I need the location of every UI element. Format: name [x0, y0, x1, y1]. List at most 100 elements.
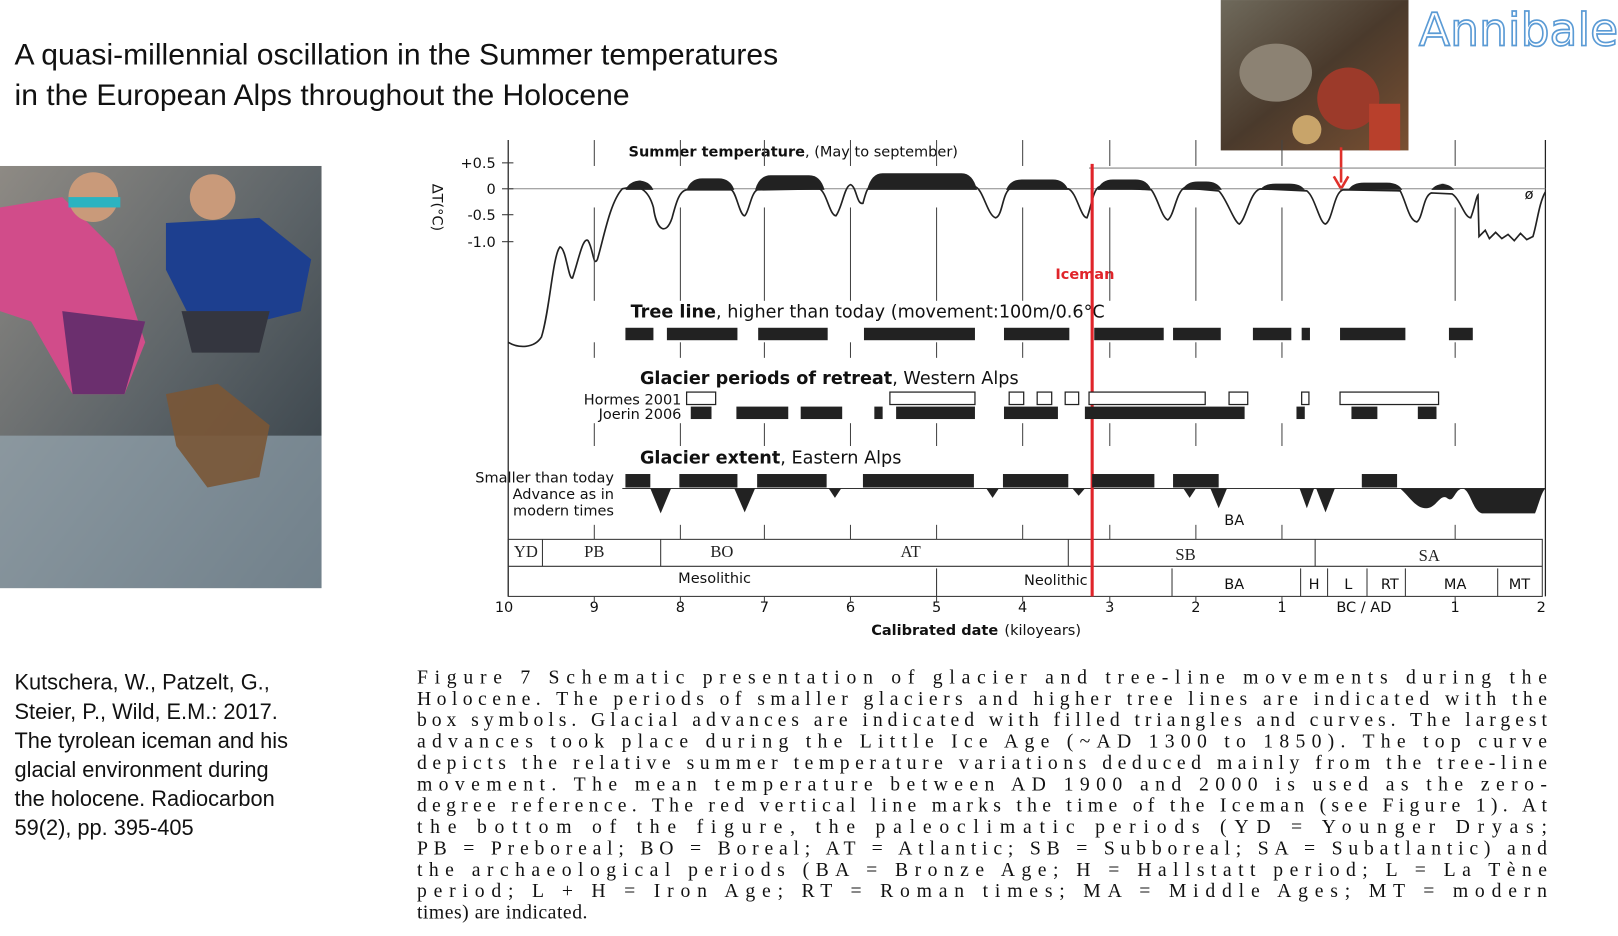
heading: Summer temperature, (May to september)	[629, 145, 958, 161]
advance-triangle	[650, 488, 672, 514]
caption-line: PB = Preboreal; BO = Boreal; AT = Atlant…	[417, 837, 1548, 859]
tree-line-box	[1252, 327, 1292, 341]
tree-line-box	[1173, 327, 1221, 341]
retreat-box	[896, 406, 975, 420]
caption: Figure 7 Schematic presentation of glaci…	[417, 667, 1548, 924]
x-tick-label: 2	[1537, 600, 1546, 616]
retreat-box-open	[1228, 391, 1249, 406]
x-tick-label: 1	[1277, 600, 1286, 616]
heading-note: , Eastern Alps	[780, 449, 901, 469]
citation-line: Steier, P., Wild, E.M.: 2017.	[15, 699, 278, 724]
axis-unit: (kiloyears)	[1004, 623, 1081, 639]
x-tick-label: 9	[590, 600, 599, 616]
advance-triangle	[734, 488, 756, 513]
heading: Glacier periods of retreat, Western Alps	[640, 369, 1019, 389]
y-axis-label: ΔT(°C)	[429, 184, 445, 232]
retreat-box	[736, 406, 789, 420]
y-tick-label: -1.0	[467, 235, 495, 251]
extent-box	[1002, 474, 1069, 488]
title-line: in the European Alps throughout the Holo…	[15, 79, 630, 112]
x-tick-label: 3	[1105, 600, 1114, 616]
climate-period: SA	[1419, 546, 1440, 565]
retreat-box-open	[1064, 391, 1080, 406]
retreat-box-open	[1008, 391, 1025, 406]
caption-line: Figure 7 Schematic presentation of glaci…	[417, 667, 1548, 689]
advance-triangle	[986, 488, 999, 498]
row-label: modern times	[513, 504, 614, 520]
climate-period: AT	[901, 542, 921, 561]
heading-note: , Western Alps	[892, 369, 1018, 389]
heading-note: , (May to september)	[805, 145, 958, 161]
retreat-box-open	[1088, 391, 1206, 406]
advance-triangle	[1316, 488, 1335, 513]
warm-blob	[1260, 183, 1305, 190]
caption-line: the bottom of the figure, the paleoclima…	[417, 816, 1548, 838]
shape	[62, 311, 146, 395]
shape	[68, 197, 121, 208]
retreat-box	[1417, 406, 1437, 420]
row-label: Smaller than today	[475, 470, 614, 486]
shape	[1239, 43, 1313, 102]
extent-box	[625, 474, 651, 488]
advance-triangle	[1072, 488, 1085, 496]
retreat-box	[1003, 406, 1058, 420]
warm-blob	[1097, 179, 1152, 190]
climate-period: BO	[710, 542, 733, 561]
extent-ba: BA	[1224, 513, 1244, 529]
climate-period: SB	[1175, 545, 1195, 564]
heading-note: , higher than today (movement:100m/0.6°C	[716, 302, 1105, 322]
archaeological-period: RT	[1381, 577, 1399, 593]
x-tick-label: 8	[676, 600, 685, 616]
archaeological-period: BA	[1224, 577, 1244, 593]
figure: Summer temperature, (May to september) Δ…	[429, 140, 1547, 639]
tree-line-box	[625, 327, 654, 341]
shape	[189, 174, 236, 220]
extent-box	[757, 474, 827, 488]
caption-line: the archaeological periods (BA = Bronze …	[417, 859, 1548, 881]
x-tick-label: 4	[1018, 600, 1027, 616]
retreat-box	[874, 406, 883, 420]
advance-triangle	[828, 488, 842, 498]
caption-line: depicts the relative summer temperature …	[417, 752, 1548, 774]
extent-box	[1173, 474, 1219, 488]
warm-blob	[867, 173, 978, 190]
photo-iceman	[0, 165, 322, 589]
retreat-box	[690, 406, 712, 420]
tree-line-box	[666, 327, 738, 341]
caption-line: degree reference. The red vertical line …	[417, 795, 1548, 817]
archaeological-period: Mesolithic	[678, 571, 751, 587]
shape	[181, 311, 270, 353]
retreat-box	[1084, 406, 1245, 420]
x-axis-label: Calibrated date (kiloyears)	[871, 623, 1081, 639]
extent-box	[1092, 474, 1155, 488]
warm-blob	[1182, 181, 1222, 190]
x-tick-label: 1	[1451, 600, 1460, 616]
archaeological-period: MT	[1509, 577, 1531, 593]
warm-blob	[1348, 182, 1403, 190]
x-tick-label: BC / AD	[1336, 600, 1391, 616]
x-tick-label: 2	[1191, 600, 1200, 616]
corner-label: Annibale	[1419, 4, 1618, 57]
retreat-box	[1351, 406, 1378, 420]
caption-line: times) are indicated.	[417, 902, 588, 924]
y-tick-label: -0.5	[467, 208, 495, 224]
archaeological-period: L	[1344, 577, 1353, 593]
tree-line-box	[863, 327, 975, 341]
tree-line-box	[1003, 327, 1070, 341]
tree-line-box	[1340, 327, 1406, 341]
extent-box	[679, 474, 738, 488]
retreat-box-open	[1036, 391, 1053, 406]
citation-line: glacial environment during	[15, 757, 269, 782]
advance-triangle	[1299, 488, 1315, 509]
heading: Tree line, higher than today (movement:1…	[631, 302, 1105, 322]
citation-line: Kutschera, W., Patzelt, G.,	[15, 670, 270, 695]
heading-bold: Summer temperature	[629, 145, 806, 161]
shape	[0, 435, 322, 589]
retreat-box-open	[889, 391, 976, 406]
climate-period: PB	[584, 542, 604, 561]
shape	[1292, 115, 1322, 145]
citation-line: the holocene. Radiocarbon	[15, 786, 275, 811]
advance-triangle	[1183, 488, 1196, 498]
